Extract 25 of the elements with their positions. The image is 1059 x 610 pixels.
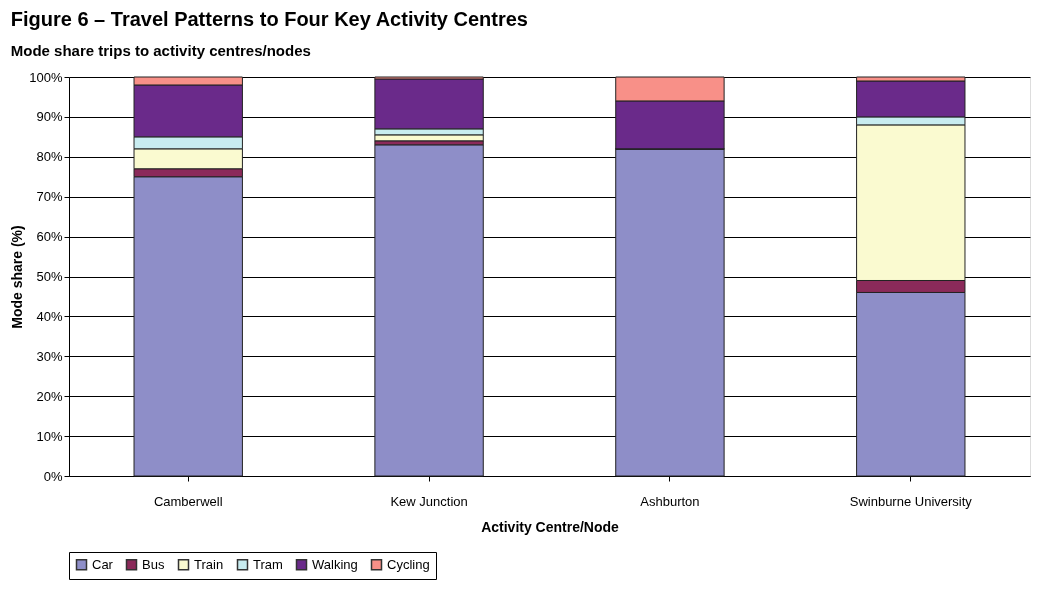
legend-label: Train [194,556,224,572]
y-tick-label: 90% [36,109,63,125]
y-tick-label: 20% [36,388,63,404]
y-tick-label: 60% [36,229,63,245]
y-tick-label: 70% [36,189,63,205]
y-tick-label: 50% [36,269,63,284]
y-tick-label: 10% [36,428,63,444]
x-axis-title: Activity Centre/Node [481,518,620,535]
legend-label: Bus [142,556,165,572]
x-tick-label: Kew Junction [390,493,468,509]
legend-label: Car [92,556,114,572]
y-tick-label: 0% [43,468,63,484]
chart-title: Figure 6 – Travel Patterns to Four Key Activity Centres [10,8,528,30]
chart-subtitle: Mode share trips to activity centres/nodes [10,42,311,59]
y-tick-label: 30% [36,348,63,364]
y-tick-label: 100% [29,69,63,85]
x-tick-label: Swinburne University [849,493,973,509]
legend-label: Tram [253,556,283,572]
x-tick-label: Camberwell [153,493,223,509]
y-axis-title: Mode share (%) [9,225,26,329]
legend-label: Cycling [387,556,430,572]
legend-label: Walking [312,556,358,572]
y-tick-label: 40% [36,308,63,324]
x-tick-label: Ashburton [640,493,700,509]
y-tick-label: 80% [36,149,63,165]
